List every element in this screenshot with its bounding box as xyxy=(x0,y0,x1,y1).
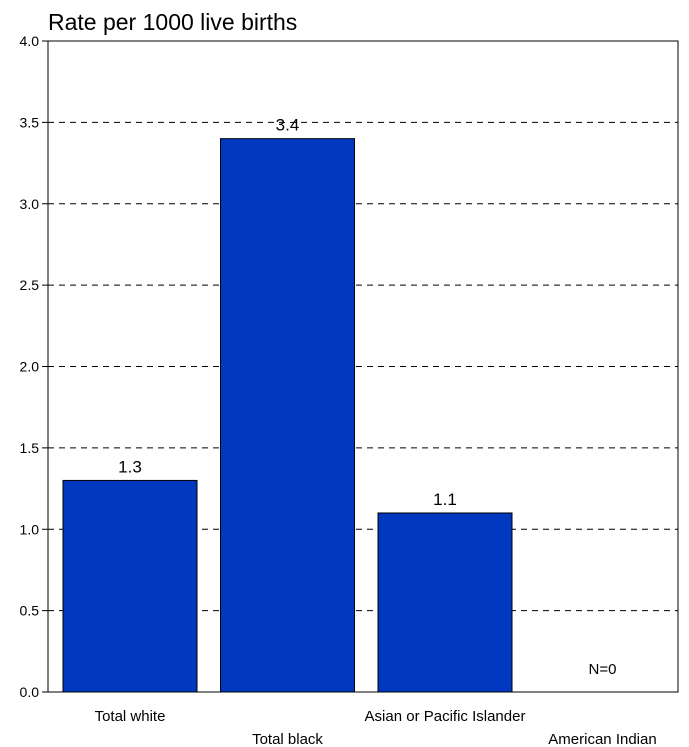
bar-value-label: 1.3 xyxy=(118,457,142,476)
y-tick-label: 2.0 xyxy=(20,359,40,375)
bar xyxy=(220,138,355,693)
x-tick-label: Total white xyxy=(95,708,166,725)
bar xyxy=(62,479,198,693)
y-tick-label: 3.0 xyxy=(20,196,40,212)
y-tick-label: 4.0 xyxy=(20,33,40,49)
x-tick-label: Asian or Pacific Islander xyxy=(365,708,526,725)
chart-title: Rate per 1000 live births xyxy=(48,9,297,35)
x-tick-label: American Indian xyxy=(548,731,656,747)
bar-value-label: N=0 xyxy=(589,661,617,678)
y-tick-label: 0.0 xyxy=(20,684,40,700)
y-tick-label: 0.5 xyxy=(20,603,40,619)
bar-value-label: 3.4 xyxy=(276,116,300,135)
labels: 1.3 Total white 3.4 Total black 1.1 Asian or … xyxy=(95,116,657,747)
y-tick-label: 1.5 xyxy=(20,440,40,456)
y-tick-label: 3.5 xyxy=(20,114,40,130)
bar-value-label: 1.1 xyxy=(433,490,457,509)
y-tick-label: 1.0 xyxy=(20,521,40,537)
bars xyxy=(62,138,513,693)
bar xyxy=(377,512,513,693)
y-axis: 0.0 0.5 1.0 1.5 2.0 2.5 3.0 3.5 4.0 xyxy=(20,33,48,700)
y-tick-label: 2.5 xyxy=(20,277,40,293)
x-tick-label: Total black xyxy=(252,731,323,747)
